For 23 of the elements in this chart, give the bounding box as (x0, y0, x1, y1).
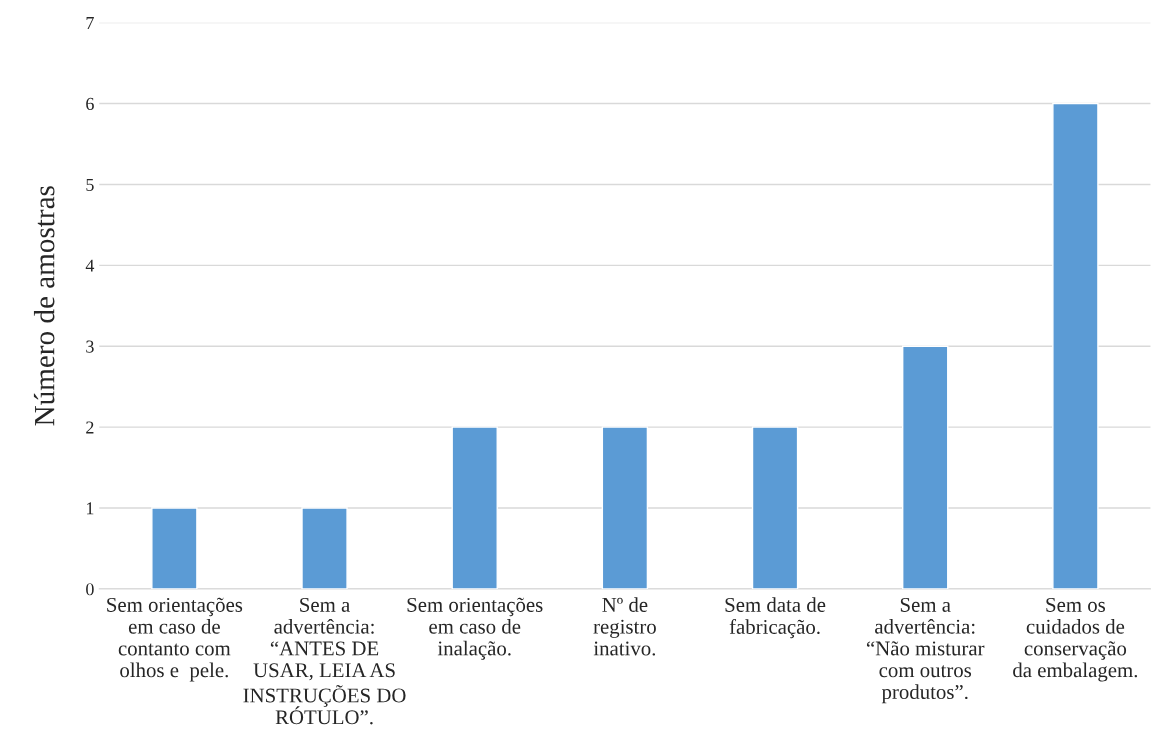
y-tick-label: 4 (85, 259, 95, 272)
y-tick-label: 6 (86, 97, 94, 110)
bar (601, 426, 649, 589)
y-axis-title: Número de amostras (33, 186, 55, 426)
x-tick-label: Sem os cuidados de conservação da embalagem. (1013, 597, 1138, 682)
x-tick-label: Sem orientações em caso de inalação. (407, 597, 543, 660)
bar (451, 426, 498, 589)
y-tick-label: 7 (86, 17, 94, 29)
bar (301, 507, 348, 589)
bar (1052, 102, 1099, 589)
x-tick-label: Sem orientações em caso de contanto com olhos e pele. (107, 597, 243, 682)
y-tick-label: 0 (86, 583, 94, 596)
x-tick-label: Sem a advertência: “Não misturar com outros produtos”. (866, 597, 985, 704)
bar (902, 345, 949, 589)
x-tick-label: Sem a advertência: “ANTES DE USAR, LEIA AS INSTRUÇÕES DO RÓTULO”. (243, 597, 406, 725)
y-tick-label: 5 (86, 178, 94, 191)
y-tick-label: 2 (86, 421, 94, 434)
x-tick-label: Sem data de fabricação. (725, 597, 826, 639)
x-tick-label: Nº de registro inativo. (593, 597, 656, 656)
y-tick-label: 3 (86, 340, 94, 353)
bar (151, 507, 198, 589)
y-tick-label: 1 (86, 502, 94, 515)
bar (751, 426, 799, 589)
